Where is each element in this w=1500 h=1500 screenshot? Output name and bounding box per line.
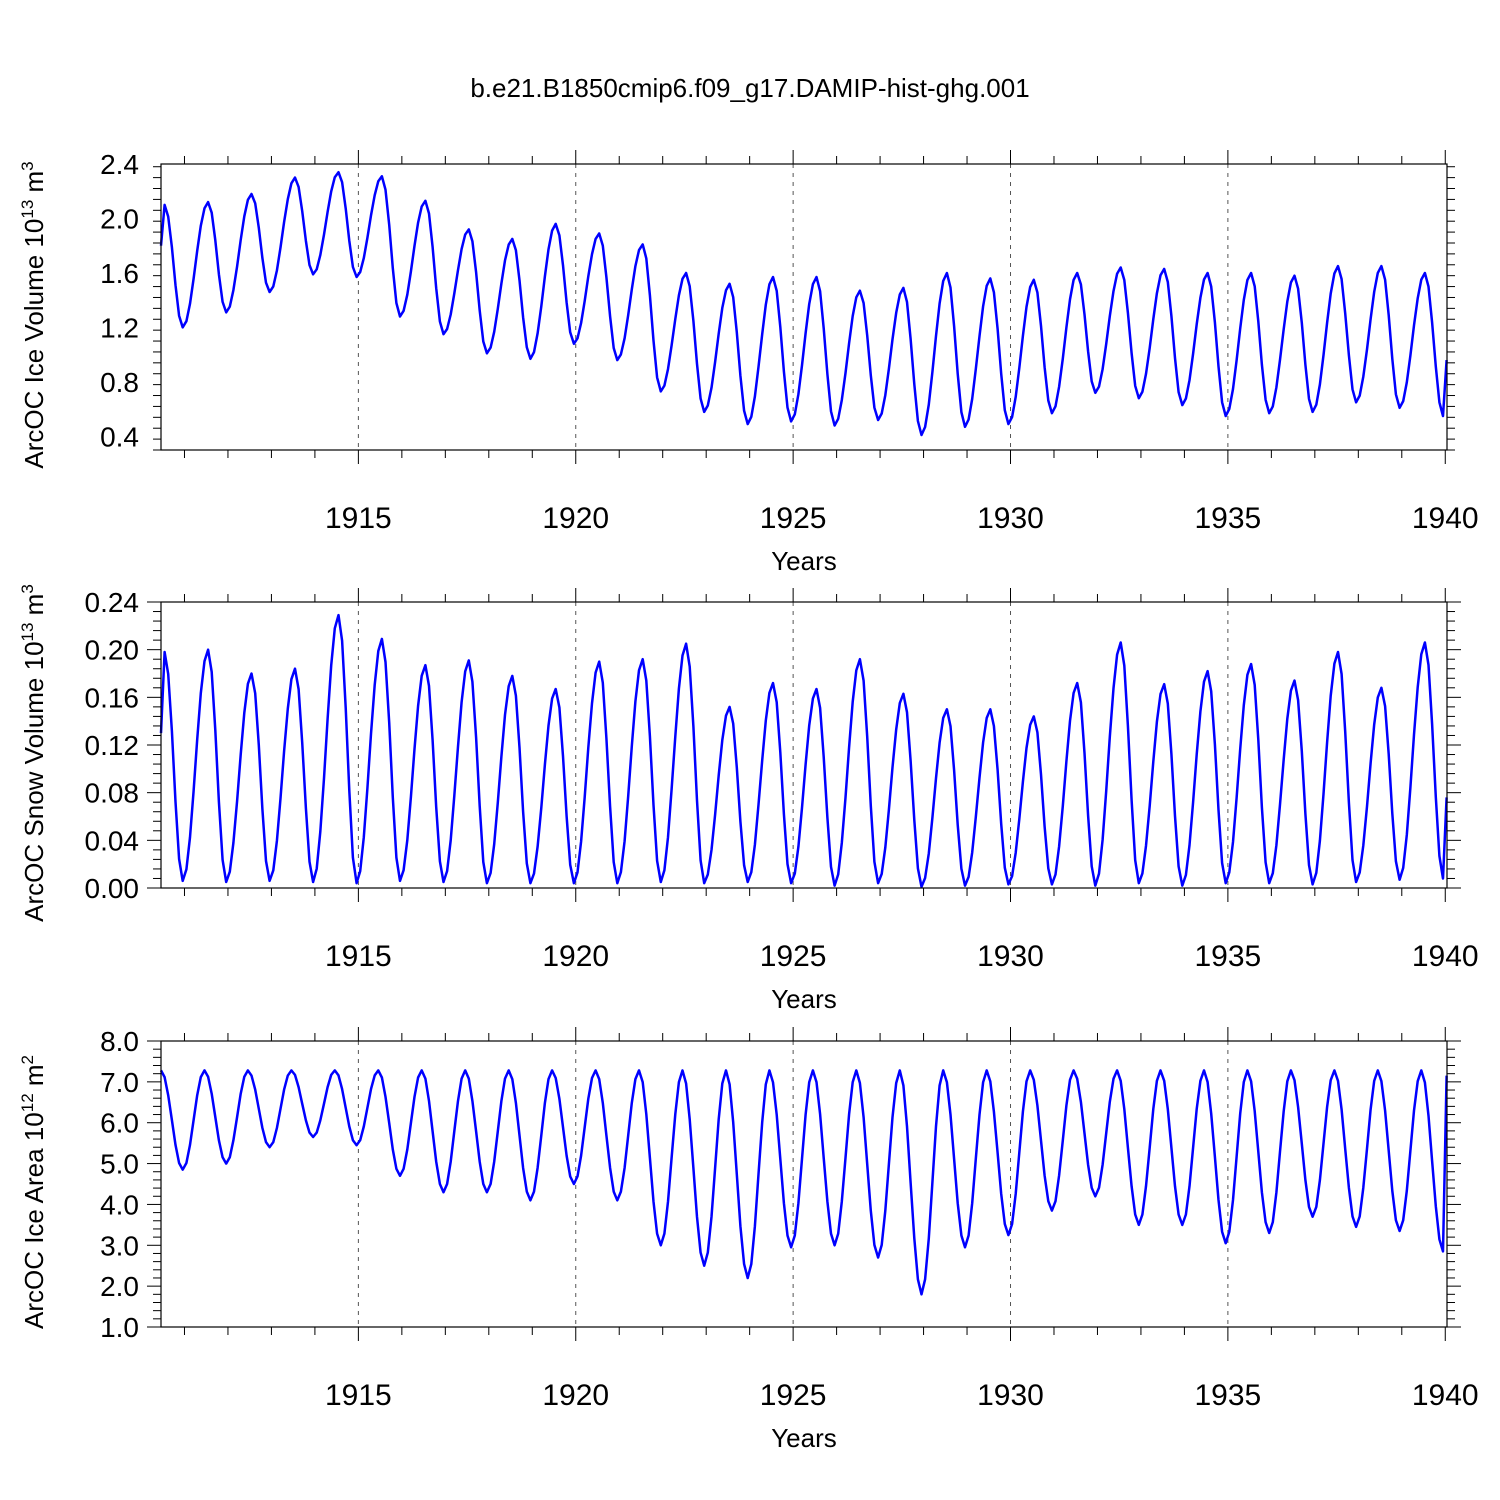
ice-volume-series-line [159,170,1448,437]
plot-frame [160,1040,1448,1328]
y-axis-label-part: 12 [18,1093,37,1112]
x-axis-label: Years [771,984,837,1014]
y-tick-label: 0.04 [85,825,140,856]
x-tick-label: 1930 [977,502,1044,535]
x-tick-label: 1925 [760,502,827,535]
y-axis-label-part: m [19,594,49,623]
y-tick-label: 0.08 [85,778,140,809]
y-tick-label: 0.12 [85,730,140,761]
x-tick-label: 1925 [760,1379,827,1412]
x-tick-label: 1920 [542,940,609,973]
ice-volume-panel: 0.4 0.8 1.2 1.6 2.0 2.4 1915 1920 1925 1930 1935 19… [18,149,1479,576]
y-axis-label-part: ArcOC Ice Volume 10 [19,219,49,469]
x-tick-label: 1925 [760,940,827,973]
y-tick-label: 8.0 [100,1026,139,1057]
y-tick-label: 5.0 [100,1149,139,1180]
x-tick-label: 1915 [325,1379,392,1412]
y-tick-label: 3.0 [100,1230,139,1261]
x-tick-label: 1940 [1412,502,1479,535]
x-tick-label: 1930 [977,940,1044,973]
x-tick-label: 1940 [1412,1379,1479,1412]
panels: 0.4 0.8 1.2 1.6 2.0 2.4 1915 1920 1925 1930 1935 19… [18,149,1479,1453]
y-axis-label-part: 2 [18,1055,37,1064]
ice-area-panel: 1.0 2.0 3.0 4.0 5.0 6.0 7.0 8.0 1915 1920 1925 1930… [18,1026,1479,1453]
y-tick-label: 4.0 [100,1189,139,1220]
y-axis-label-part: 13 [18,623,37,642]
y-axis-label-part: ArcOC Snow Volume 10 [19,641,49,921]
y-tick-label: 1.6 [100,258,139,289]
x-tick-label: 1915 [325,502,392,535]
y-tick-label: 0.00 [85,873,140,904]
snow-volume-series-line [159,613,1448,889]
y-tick-label: 2.4 [100,149,139,180]
x-tick-label: 1920 [542,502,609,535]
plot-frame [160,601,1448,889]
x-tick-label: 1920 [542,1379,609,1412]
y-axis-label-part: 3 [18,161,37,170]
y-tick-label: 0.8 [100,367,139,398]
y-axis-label-part: 3 [18,584,37,593]
y-axis-label: ArcOC Ice Area 1012 m2 [18,1055,49,1329]
y-axis-label-part: m [19,171,49,200]
x-tick-label: 1940 [1412,940,1479,973]
y-axis-label-part: m [19,1064,49,1093]
y-tick-label: 1.2 [100,312,139,343]
ice-area-series-line [159,1069,1448,1296]
y-tick-label: 1.0 [100,1312,139,1343]
y-tick-label: 0.16 [85,682,140,713]
x-tick-label: 1935 [1195,940,1262,973]
y-axis-label: ArcOC Snow Volume 1013 m3 [18,584,49,922]
plot-frame [160,163,1448,451]
y-tick-label: 7.0 [100,1067,139,1098]
figure-title: b.e21.B1850cmip6.f09_g17.DAMIP-hist-ghg.… [470,73,1029,103]
y-tick-label: 2.0 [100,1271,139,1302]
y-tick-label: 2.0 [100,203,139,234]
x-tick-label: 1915 [325,940,392,973]
y-tick-label: 0.4 [100,421,139,452]
x-axis-label: Years [771,1423,837,1453]
x-axis-label: Years [771,546,837,576]
snow-volume-panel: 0.00 0.04 0.08 0.12 0.16 0.20 0.24 1915 1920 1925… [18,584,1479,1014]
y-tick-label: 6.0 [100,1108,139,1139]
y-tick-label: 0.20 [85,635,140,666]
y-axis-label-part: 13 [18,200,37,219]
y-axis-label-part: ArcOC Ice Area 10 [19,1112,49,1329]
y-tick-label: 0.24 [85,587,140,618]
x-tick-label: 1930 [977,1379,1044,1412]
x-tick-label: 1935 [1195,502,1262,535]
y-axis-label: ArcOC Ice Volume 1013 m3 [18,161,49,468]
x-tick-label: 1935 [1195,1379,1262,1412]
